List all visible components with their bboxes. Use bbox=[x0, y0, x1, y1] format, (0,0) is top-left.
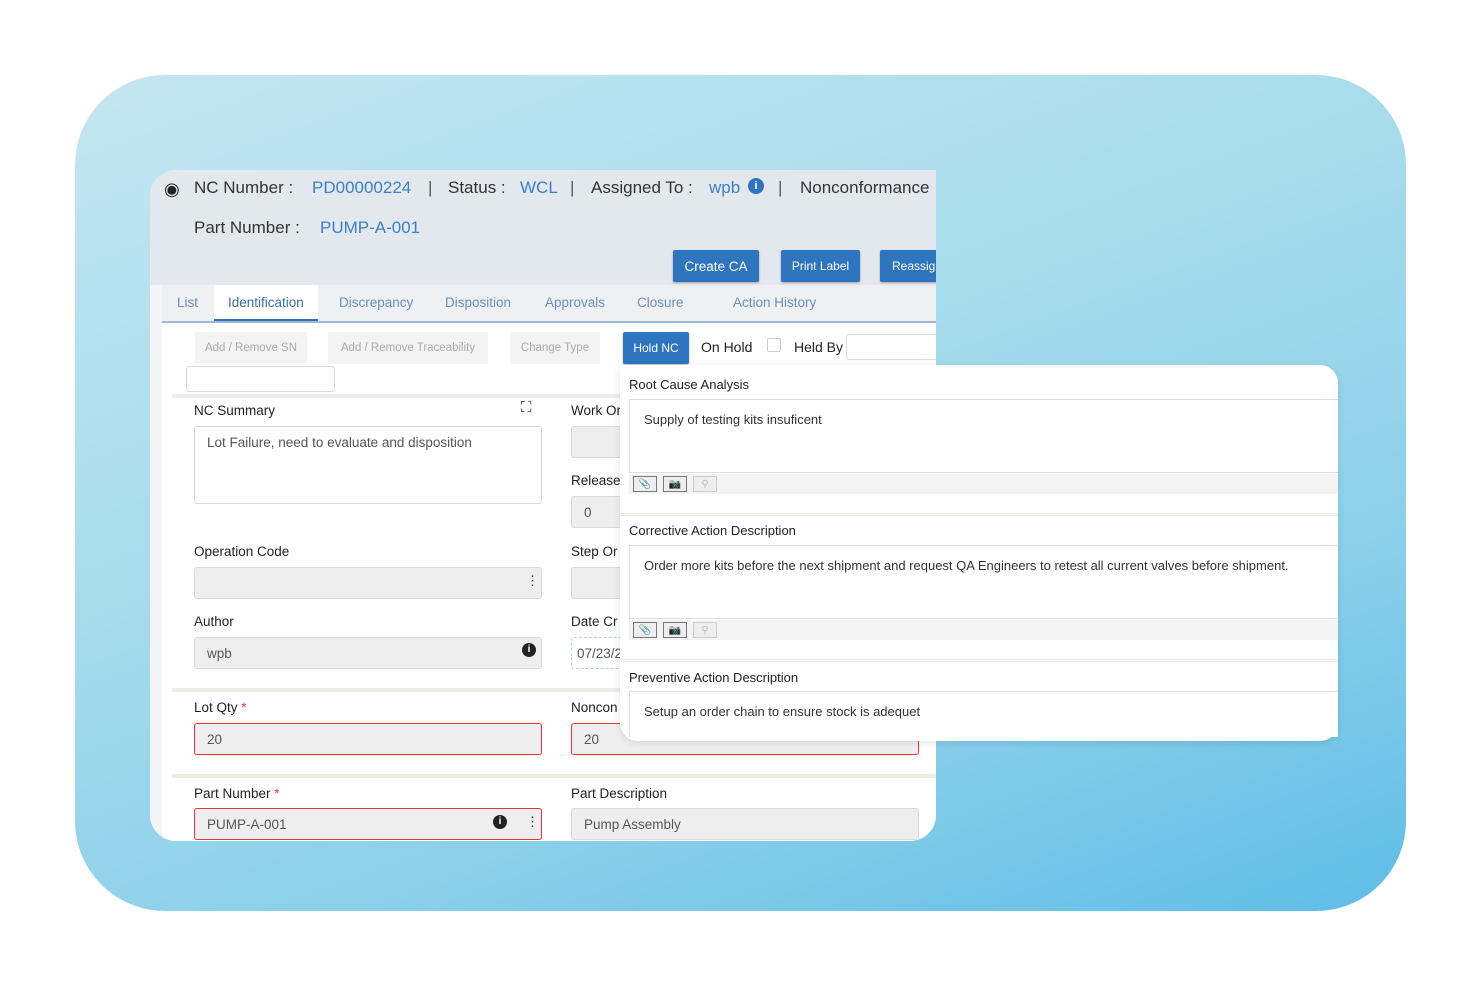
release-label: Release bbox=[571, 473, 621, 488]
operation-code-label: Operation Code bbox=[194, 544, 290, 559]
part-number-label: Part Number : bbox=[194, 218, 300, 237]
more-options-icon[interactable]: ⋮ bbox=[526, 573, 539, 588]
nc-number-label: NC Number : bbox=[194, 178, 294, 197]
preventive-action-textarea[interactable]: Setup an order chain to ensure stock is … bbox=[629, 691, 1338, 737]
on-hold-checkbox[interactable] bbox=[767, 338, 781, 352]
separator: | bbox=[778, 178, 783, 197]
divider bbox=[620, 513, 1338, 516]
nc-summary-textarea[interactable]: Lot Failure, need to evaluate and dispos… bbox=[194, 426, 542, 504]
divider bbox=[172, 688, 936, 692]
sn-input[interactable] bbox=[186, 366, 335, 392]
root-cause-toolbar: 📎 📷 ⚲ bbox=[629, 474, 1338, 494]
tab-closure[interactable]: Closure bbox=[637, 295, 684, 310]
tab-disposition[interactable]: Disposition bbox=[445, 295, 512, 310]
info-icon[interactable]: i bbox=[522, 643, 536, 657]
nc-summary-label: NC Summary bbox=[194, 403, 276, 418]
part-number-field-label: Part Number * bbox=[194, 786, 280, 801]
assigned-value[interactable]: wpb bbox=[709, 178, 741, 197]
camera-icon[interactable]: 📷 bbox=[663, 476, 687, 492]
lot-qty-input[interactable]: 20 bbox=[194, 723, 542, 755]
date-created-label: Date Cr bbox=[571, 614, 618, 629]
part-number-value[interactable]: PUMP-A-001 bbox=[320, 218, 421, 237]
divider bbox=[620, 659, 1338, 662]
app-logo-icon: ◉ bbox=[164, 179, 180, 199]
nc-type: Nonconformance bbox=[800, 178, 930, 197]
attach-icon[interactable]: 📎 bbox=[633, 476, 657, 492]
separator: | bbox=[428, 178, 433, 197]
tab-action-history[interactable]: Action History bbox=[733, 295, 817, 310]
lot-qty-label: Lot Qty * bbox=[194, 700, 247, 715]
nc-number[interactable]: PD00000224 bbox=[312, 178, 412, 197]
operation-code-input[interactable] bbox=[194, 567, 542, 599]
hold-nc-button[interactable]: Hold NC bbox=[623, 332, 689, 364]
info-icon[interactable]: i bbox=[748, 178, 764, 194]
info-icon[interactable]: i bbox=[493, 815, 507, 829]
assigned-label: Assigned To : bbox=[591, 178, 693, 197]
capa-panel: Root Cause Analysis Supply of testing ki… bbox=[620, 365, 1338, 741]
work-order-label: Work Or bbox=[571, 403, 621, 418]
add-remove-traceability-button[interactable]: Add / Remove Traceability bbox=[328, 332, 488, 364]
corrective-action-textarea[interactable]: Order more kits before the next shipment… bbox=[629, 545, 1338, 619]
tab-identification[interactable]: Identification bbox=[214, 285, 318, 321]
part-description-input[interactable]: Pump Assembly bbox=[571, 808, 919, 840]
status-value: WCL bbox=[520, 178, 558, 197]
camera-icon[interactable]: 📷 bbox=[663, 622, 687, 638]
corrective-action-label: Corrective Action Description bbox=[629, 523, 796, 538]
tab-list[interactable]: List bbox=[177, 295, 199, 310]
divider bbox=[172, 774, 936, 778]
search-icon[interactable]: ⚲ bbox=[693, 622, 717, 638]
print-label-button[interactable]: Print Label bbox=[781, 250, 860, 282]
create-ca-button[interactable]: Create CA bbox=[673, 250, 759, 282]
nonconforming-qty-label: Noncon bbox=[571, 700, 618, 715]
part-number-input[interactable]: PUMP-A-001 bbox=[194, 808, 542, 840]
preventive-action-label: Preventive Action Description bbox=[629, 670, 799, 685]
author-input[interactable]: wpb bbox=[194, 637, 542, 669]
search-icon[interactable]: ⚲ bbox=[693, 476, 717, 492]
root-cause-label: Root Cause Analysis bbox=[629, 377, 749, 392]
add-remove-sn-button[interactable]: Add / Remove SN bbox=[195, 332, 307, 364]
more-options-icon[interactable]: ⋮ bbox=[526, 814, 539, 829]
corrective-action-toolbar: 📎 📷 ⚲ bbox=[629, 620, 1338, 640]
change-type-button[interactable]: Change Type bbox=[510, 332, 600, 364]
tab-approvals[interactable]: Approvals bbox=[545, 295, 606, 310]
separator: | bbox=[570, 178, 575, 197]
tab-discrepancy[interactable]: Discrepancy bbox=[339, 295, 414, 310]
on-hold-label: On Hold bbox=[701, 339, 753, 355]
attach-icon[interactable]: 📎 bbox=[633, 622, 657, 638]
part-description-label: Part Description bbox=[571, 786, 668, 801]
divider bbox=[172, 394, 936, 398]
author-label: Author bbox=[194, 614, 234, 629]
tab-bar: List Identification Discrepancy Disposit… bbox=[162, 285, 936, 323]
expand-icon[interactable]: ⛶ bbox=[521, 399, 532, 416]
held-by-label: Held By bbox=[794, 339, 844, 355]
reassign-button[interactable]: Reassign bbox=[880, 250, 936, 282]
root-cause-textarea[interactable]: Supply of testing kits insuficent bbox=[629, 399, 1338, 473]
step-label: Step Or bbox=[571, 544, 618, 559]
status-label: Status : bbox=[448, 178, 506, 197]
held-by-input[interactable] bbox=[846, 334, 936, 360]
